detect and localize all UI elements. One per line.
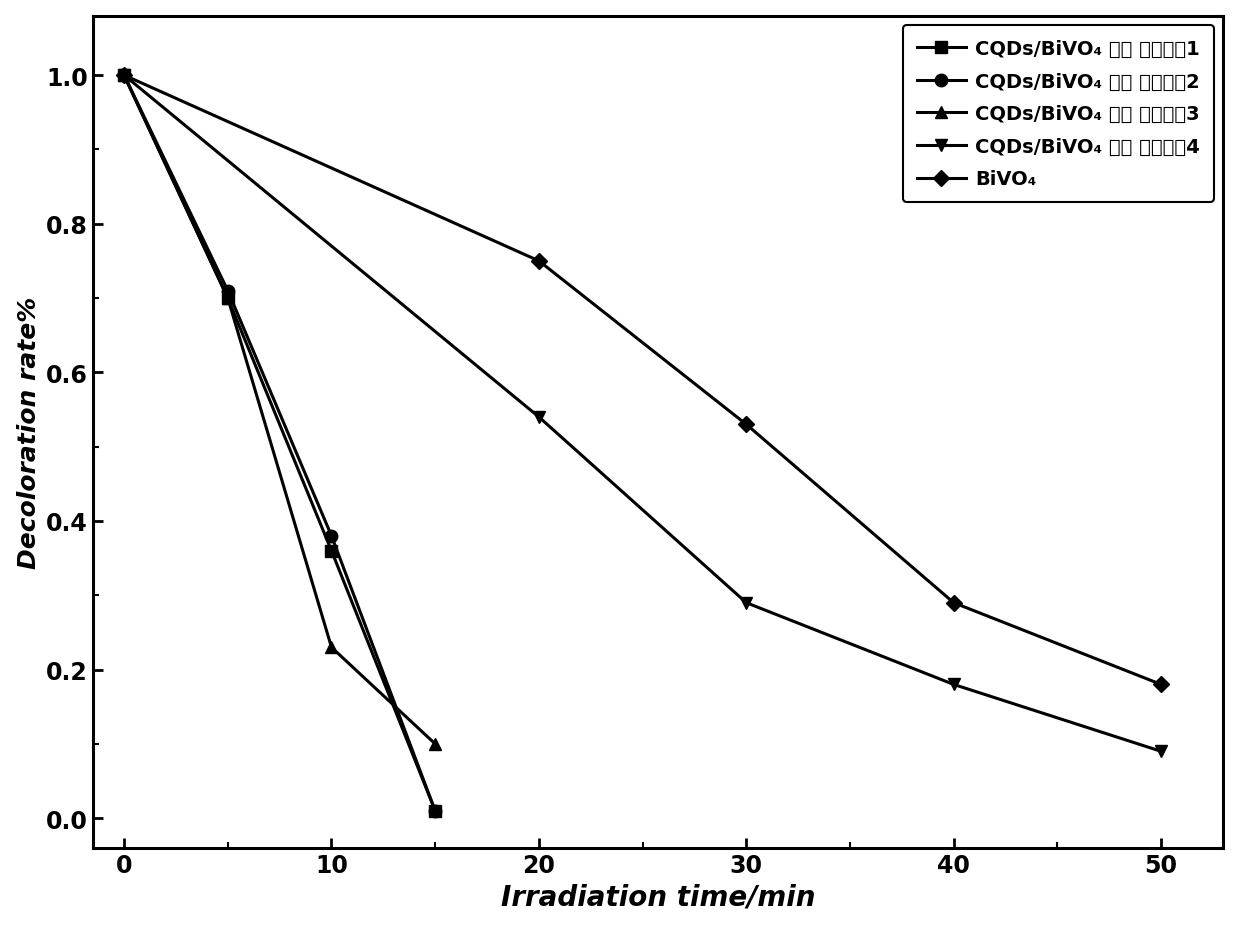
CQDs/BiVO₄ 纳米 复合材枙4 (117, 70, 131, 82)
BiVO₄ (532, 256, 547, 267)
CQDs/BiVO₄ 纳米 复合材枙4 (532, 412, 547, 423)
BiVO₄ (1153, 679, 1168, 691)
Y-axis label: Decoloration rate%: Decoloration rate% (16, 297, 41, 568)
Line: CQDs/BiVO₄ 纳米 复合材枙3: CQDs/BiVO₄ 纳米 复合材枙3 (118, 70, 441, 750)
CQDs/BiVO₄ 纳米 复合材枙1 (117, 70, 131, 82)
CQDs/BiVO₄ 纳米 复合材枙4 (946, 679, 961, 691)
CQDs/BiVO₄ 纳米 复合材枙2 (324, 530, 339, 541)
CQDs/BiVO₄ 纳米 复合材枙3 (221, 293, 236, 304)
CQDs/BiVO₄ 纳米 复合材枙1 (428, 806, 443, 817)
CQDs/BiVO₄ 纳米 复合材枙4 (1153, 746, 1168, 757)
X-axis label: Irradiation time/min: Irradiation time/min (501, 883, 816, 910)
Line: BiVO₄: BiVO₄ (119, 70, 1167, 691)
BiVO₄ (739, 419, 754, 430)
CQDs/BiVO₄ 纳米 复合材枙1 (324, 545, 339, 556)
CQDs/BiVO₄ 纳米 复合材枙3 (428, 739, 443, 750)
CQDs/BiVO₄ 纳米 复合材枙3 (324, 642, 339, 654)
CQDs/BiVO₄ 纳米 复合材枙4 (739, 598, 754, 609)
BiVO₄ (946, 598, 961, 609)
CQDs/BiVO₄ 纳米 复合材枙1 (221, 293, 236, 304)
Line: CQDs/BiVO₄ 纳米 复合材枙4: CQDs/BiVO₄ 纳米 复合材枙4 (118, 70, 1167, 757)
CQDs/BiVO₄ 纳米 复合材枙3 (117, 70, 131, 82)
BiVO₄ (117, 70, 131, 82)
CQDs/BiVO₄ 纳米 复合材枙2 (117, 70, 131, 82)
Legend: CQDs/BiVO₄ 纳米 复合材枙1, CQDs/BiVO₄ 纳米 复合材枙2, CQDs/BiVO₄ 纳米 复合材枙3, CQDs/BiVO₄ 纳米 复合材: CQDs/BiVO₄ 纳米 复合材枙1, CQDs/BiVO₄ 纳米 复合材枙2… (903, 26, 1214, 203)
Line: CQDs/BiVO₄ 纳米 复合材枙1: CQDs/BiVO₄ 纳米 复合材枙1 (118, 70, 441, 817)
CQDs/BiVO₄ 纳米 复合材枙2 (428, 806, 443, 817)
Line: CQDs/BiVO₄ 纳米 复合材枙2: CQDs/BiVO₄ 纳米 复合材枙2 (118, 70, 441, 817)
CQDs/BiVO₄ 纳米 复合材枙2 (221, 286, 236, 297)
